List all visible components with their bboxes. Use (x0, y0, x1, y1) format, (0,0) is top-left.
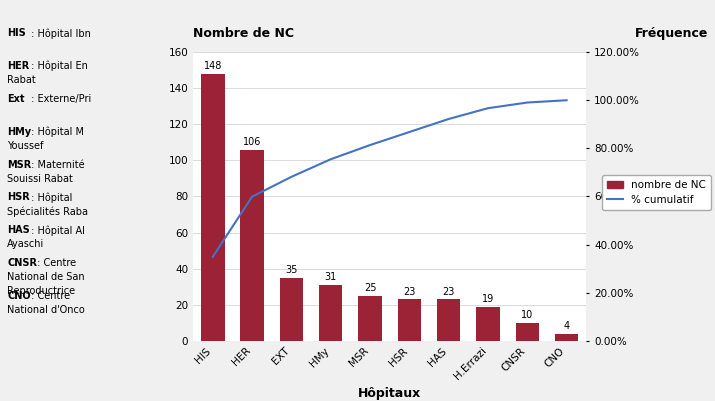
Text: CNSR: CNSR (7, 258, 37, 268)
Bar (437, 299, 460, 341)
Text: 106: 106 (243, 137, 261, 147)
Bar (476, 306, 500, 341)
Text: : Hôpital En: : Hôpital En (28, 61, 88, 71)
Text: 23: 23 (403, 287, 415, 297)
Text: MSR: MSR (7, 160, 31, 170)
Text: : Maternité: : Maternité (28, 160, 84, 170)
Text: : Centre: : Centre (28, 291, 70, 301)
Text: Youssef: Youssef (7, 141, 44, 151)
Bar (398, 299, 421, 341)
Text: : Hôpital M: : Hôpital M (28, 127, 84, 137)
Text: Ayaschi: Ayaschi (7, 239, 44, 249)
Bar (319, 285, 342, 341)
Text: Ext: Ext (7, 94, 24, 104)
Text: Fréquence: Fréquence (634, 27, 708, 40)
Text: National de San: National de San (7, 272, 85, 282)
Text: Souissi Rabat: Souissi Rabat (7, 174, 73, 184)
Text: 31: 31 (325, 272, 337, 282)
Text: : Externe/Pri: : Externe/Pri (28, 94, 91, 104)
X-axis label: Hôpitaux: Hôpitaux (358, 387, 421, 400)
Text: HAS: HAS (7, 225, 30, 235)
Text: HMy: HMy (7, 127, 31, 137)
Bar (516, 323, 539, 341)
Text: Rabat: Rabat (7, 75, 36, 85)
Text: 19: 19 (482, 294, 494, 304)
Text: Reproductrice: Reproductrice (7, 286, 75, 296)
Text: 35: 35 (285, 265, 297, 275)
Text: : Hôpital: : Hôpital (28, 192, 72, 203)
Text: : Hôpital Ibn: : Hôpital Ibn (28, 28, 91, 38)
Bar (240, 150, 264, 341)
Text: 25: 25 (364, 283, 376, 293)
Text: 10: 10 (521, 310, 533, 320)
Text: CNO: CNO (7, 291, 31, 301)
Text: 4: 4 (563, 321, 570, 331)
Text: Nombre de NC: Nombre de NC (193, 27, 294, 40)
Bar (358, 296, 382, 341)
Bar (280, 277, 303, 341)
Legend: nombre de NC, % cumulatif: nombre de NC, % cumulatif (602, 175, 711, 210)
Text: Spécialités Raba: Spécialités Raba (7, 207, 88, 217)
Bar (201, 74, 225, 341)
Text: HIS: HIS (7, 28, 26, 38)
Text: : Centre: : Centre (34, 258, 76, 268)
Text: National d'Onco: National d'Onco (7, 305, 85, 315)
Text: 148: 148 (204, 61, 222, 71)
Text: 23: 23 (443, 287, 455, 297)
Bar (555, 334, 578, 341)
Text: : Hôpital Al: : Hôpital Al (28, 225, 85, 236)
Text: HSR: HSR (7, 192, 30, 203)
Text: HER: HER (7, 61, 29, 71)
